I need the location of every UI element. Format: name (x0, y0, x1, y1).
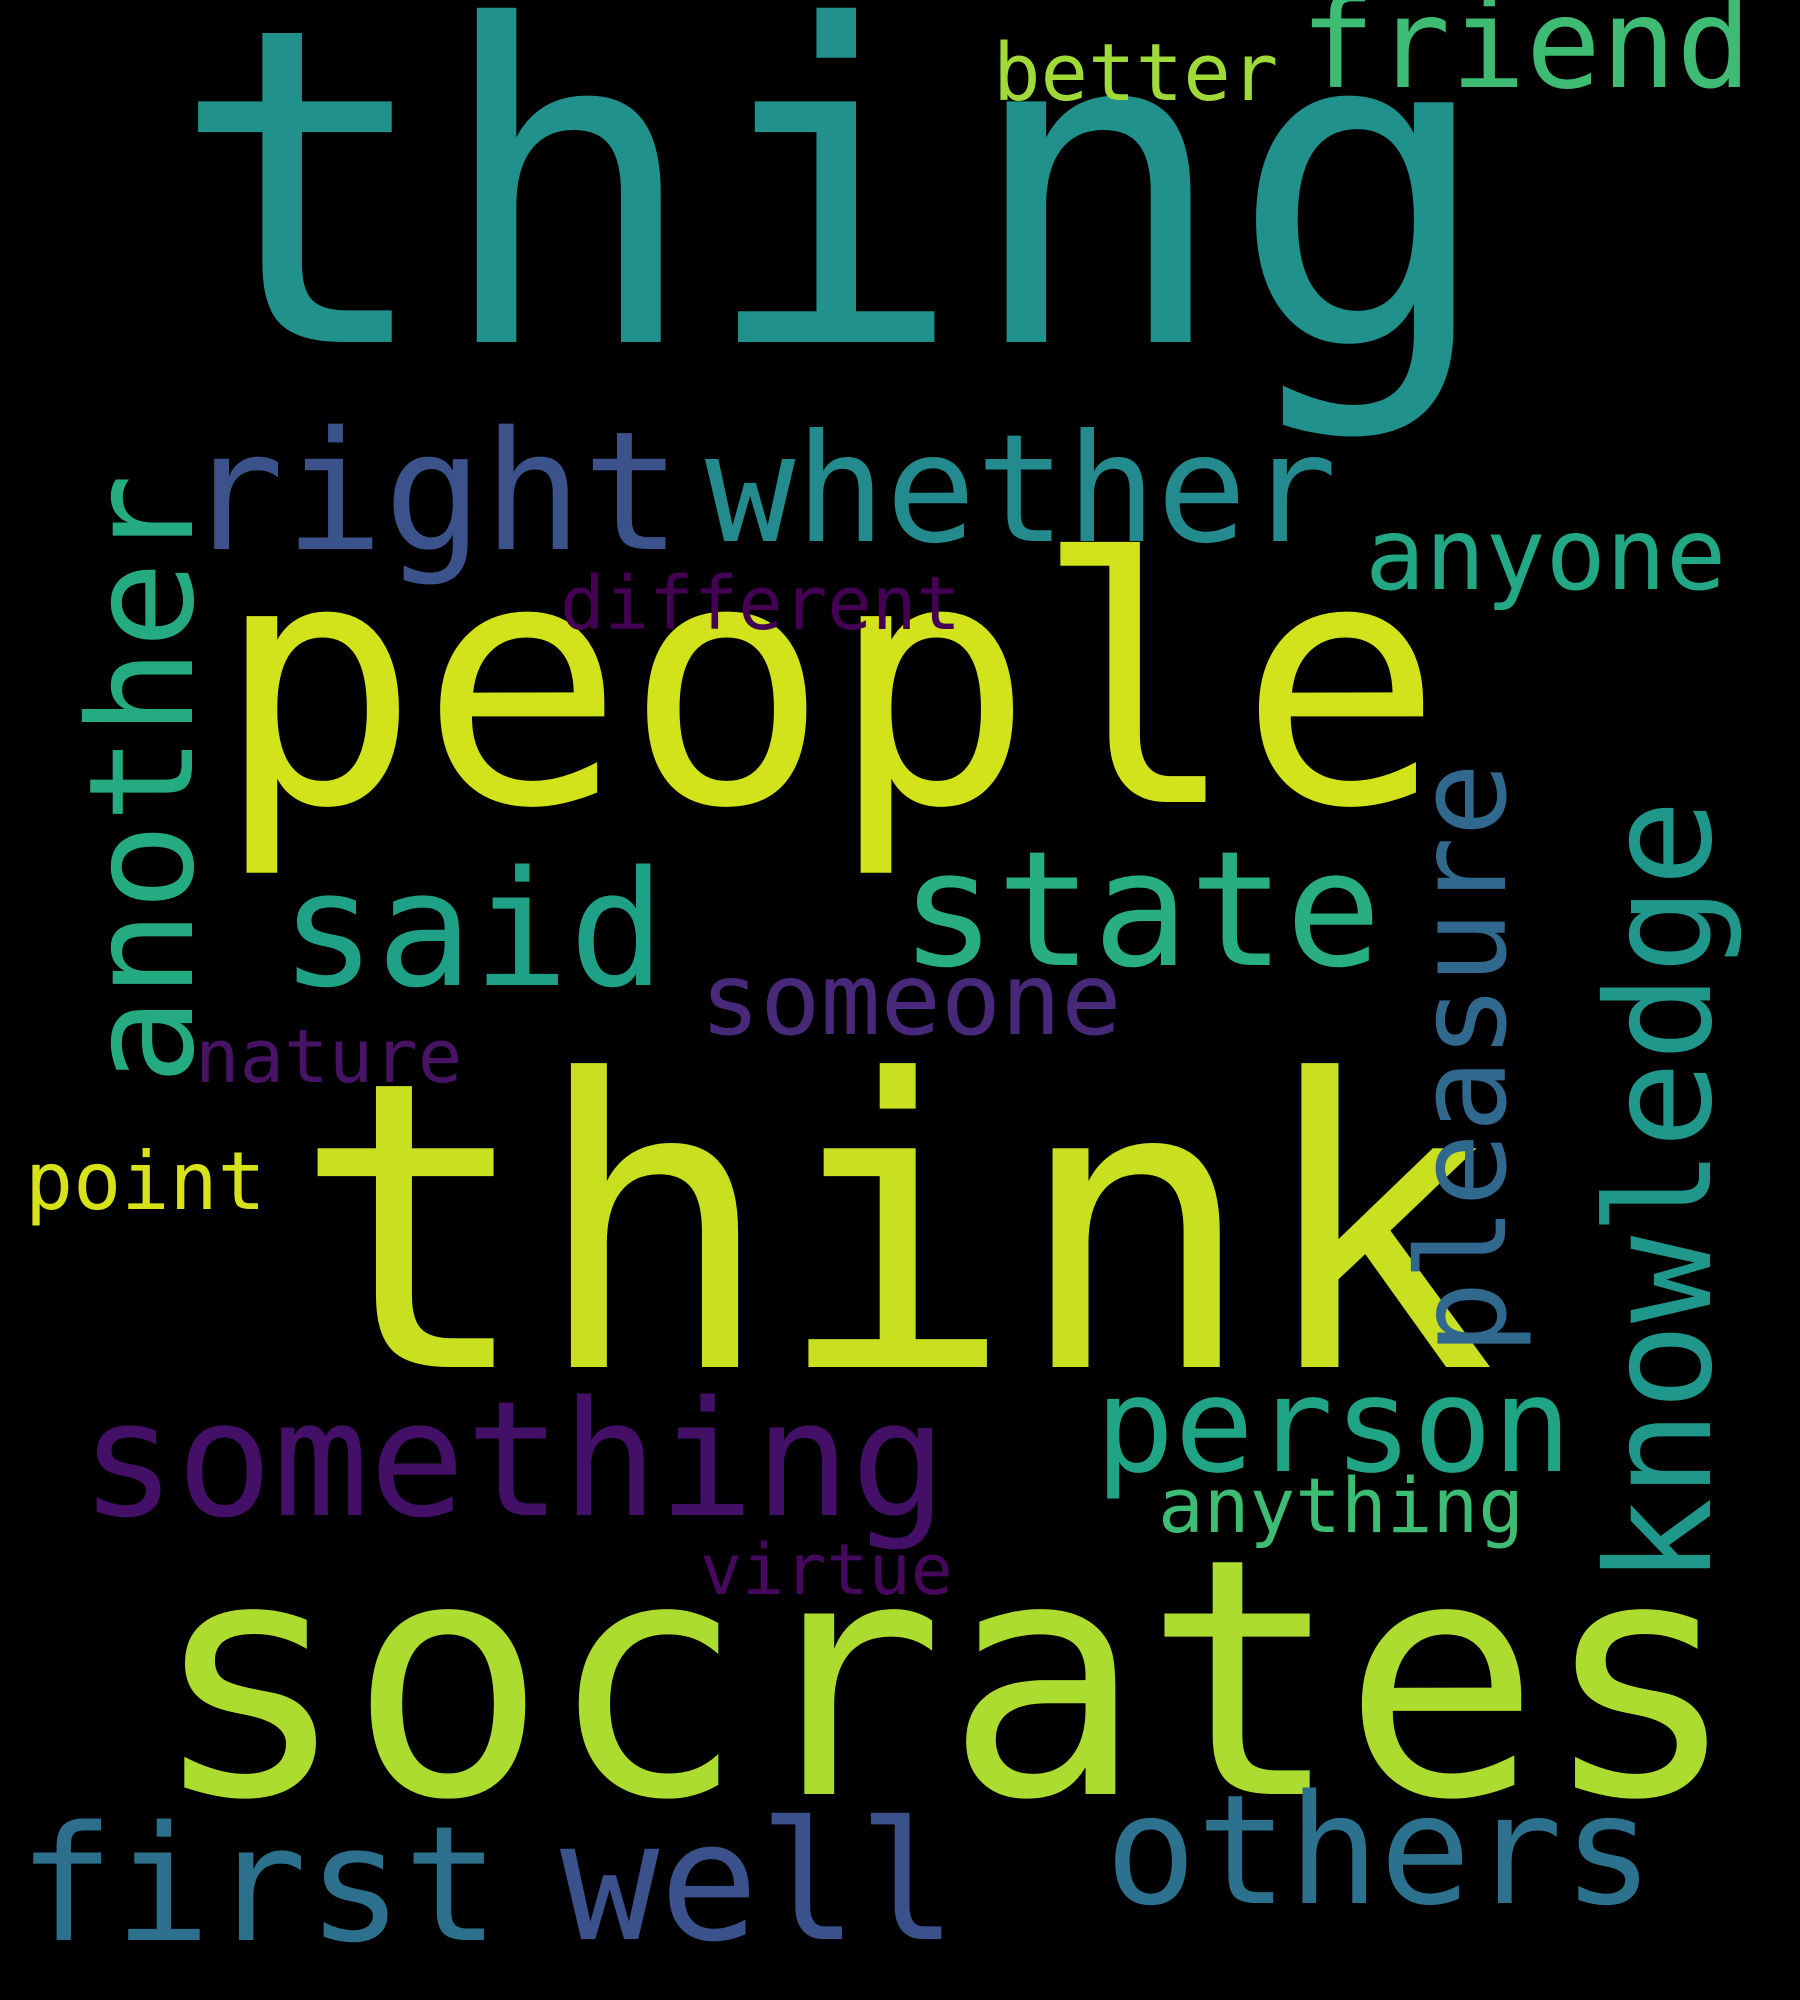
word-socrates: socrates (150, 1488, 1740, 1872)
word-knowledge: knowledge (1576, 799, 1745, 1585)
word-others: others (1105, 1762, 1655, 1939)
word-different: different (560, 561, 961, 647)
word-said: said (280, 836, 666, 1023)
word-better: better (993, 27, 1279, 119)
word-pleasure: pleasure (1392, 762, 1535, 1355)
word-another: another (58, 473, 227, 1085)
word-nature: nature (195, 1014, 463, 1100)
word-point: point (25, 1135, 266, 1228)
word-people: people (215, 487, 1444, 883)
word-state: state (900, 816, 1382, 1003)
word-right: right (185, 396, 682, 588)
word-well: well (560, 1786, 958, 1978)
word-whether: whether (705, 403, 1338, 577)
word-person: person (1095, 1349, 1572, 1503)
word-anyone: anyone (1365, 496, 1727, 613)
word-think: think (292, 997, 1497, 1462)
word-anything: anything (1158, 1461, 1525, 1550)
word-friend: friend (1300, 0, 1752, 117)
word-someone: someone (700, 941, 1122, 1058)
word-first: first (18, 1791, 500, 1978)
word-thing: thing (170, 0, 1495, 446)
word-virtue: virtue (700, 1529, 953, 1611)
word-something: something (80, 1366, 947, 1553)
